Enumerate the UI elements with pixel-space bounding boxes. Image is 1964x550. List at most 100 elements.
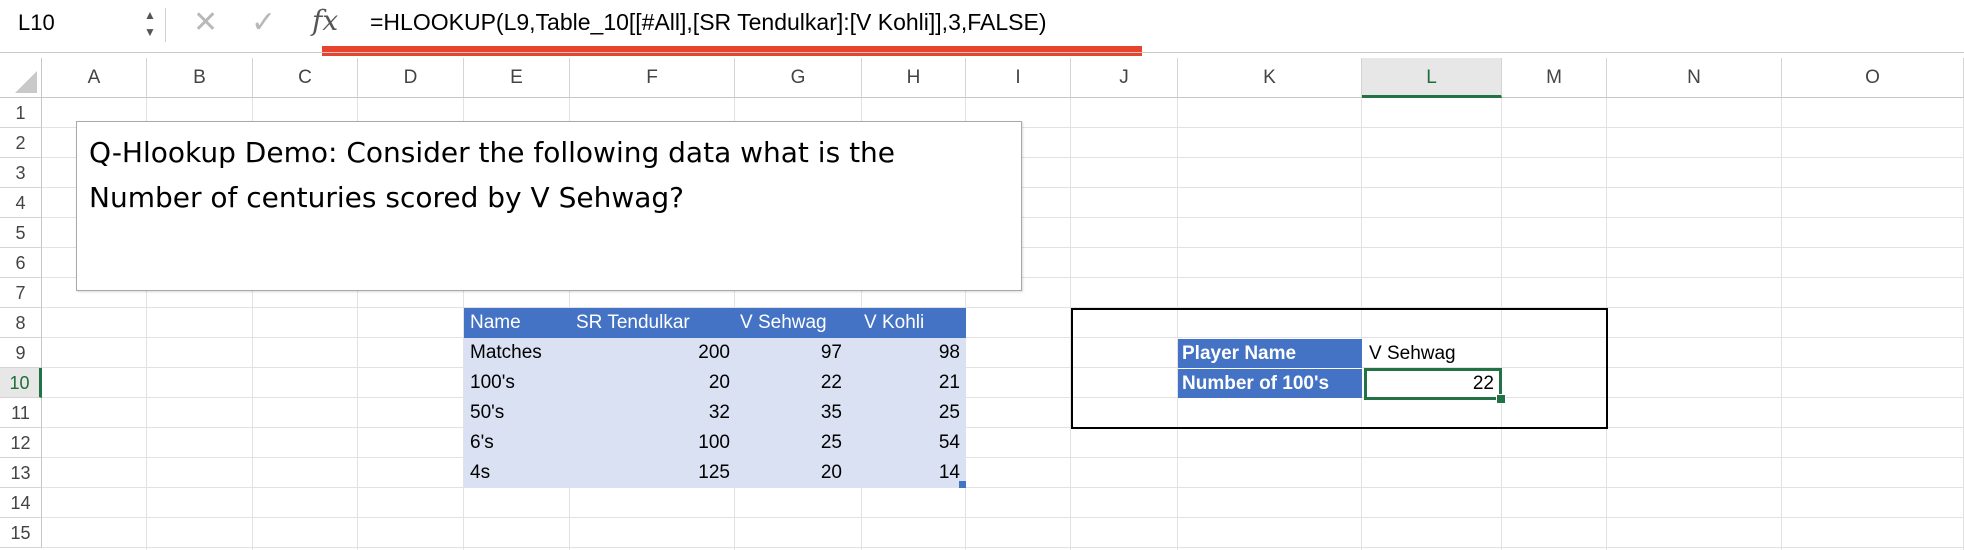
table-header-cell[interactable]: SR Tendulkar [576, 312, 690, 333]
formula-bar: L10 ▲ ▼ ✕ ✓ fx =HLOOKUP(L9,Table_10[[#All… [0, 0, 1964, 56]
column-header-a[interactable]: A [42, 58, 147, 98]
row-header-14[interactable]: 14 [0, 488, 42, 518]
question-line-2: Number of centuries scored by V Sehwag? [89, 181, 685, 214]
row-gridline [42, 517, 1964, 518]
column-header-n[interactable]: N [1607, 58, 1782, 98]
column-header-d[interactable]: D [358, 58, 464, 98]
table-cell[interactable]: 4s [470, 462, 491, 483]
table-cell[interactable]: 25 [938, 402, 960, 423]
column-header-j[interactable]: J [1071, 58, 1178, 98]
row-header-12[interactable]: 12 [0, 428, 42, 458]
column-header-e[interactable]: E [464, 58, 570, 98]
column-header-c[interactable]: C [253, 58, 358, 98]
fill-handle[interactable] [1496, 394, 1506, 404]
column-header-k[interactable]: K [1178, 58, 1362, 98]
table-cell[interactable]: 35 [820, 402, 842, 423]
table-cell[interactable]: 22 [820, 372, 842, 393]
table-row: 6's 100 25 54 [464, 428, 966, 458]
column-header-m[interactable]: M [1502, 58, 1607, 98]
name-box[interactable]: L10 [18, 10, 55, 35]
row-header-6[interactable]: 6 [0, 248, 42, 278]
row-header-5[interactable]: 5 [0, 218, 42, 248]
table-cell[interactable]: 50's [470, 402, 505, 423]
table-row: 100's 20 22 21 [464, 368, 966, 398]
row-header-3[interactable]: 3 [0, 158, 42, 188]
row-header-7[interactable]: 7 [0, 278, 42, 308]
centuries-count-label[interactable]: Number of 100's [1178, 369, 1362, 398]
row-header-15[interactable]: 15 [0, 518, 42, 548]
row-header-1[interactable]: 1 [0, 98, 42, 128]
column-header-i[interactable]: I [966, 58, 1071, 98]
function-icon[interactable]: fx [312, 4, 339, 37]
table-cell[interactable]: 100's [470, 372, 515, 393]
formula-bar-divider [165, 8, 166, 42]
column-gridline [1177, 98, 1178, 550]
table-header-cell[interactable]: V Kohli [864, 312, 925, 333]
column-gridline [463, 98, 464, 550]
formula-highlight-underline [322, 46, 1142, 56]
column-header-b[interactable]: B [147, 58, 253, 98]
lookup-box [1071, 308, 1608, 429]
table-resize-handle[interactable] [959, 481, 966, 488]
column-header-h[interactable]: H [862, 58, 966, 98]
column-gridline [357, 98, 358, 550]
column-gridline [1781, 98, 1782, 550]
row-header-2[interactable]: 2 [0, 128, 42, 158]
table-cell[interactable]: 20 [820, 462, 842, 483]
player-name-value[interactable]: V Sehwag [1369, 343, 1456, 364]
row-gridline [42, 307, 1964, 308]
name-box-spinner-icon[interactable]: ▲ ▼ [144, 8, 156, 39]
column-header-g[interactable]: G [735, 58, 862, 98]
formula-bar-border [0, 52, 1964, 53]
table-cell[interactable]: 32 [708, 402, 730, 423]
row-header-8[interactable]: 8 [0, 308, 42, 338]
table-cell[interactable]: 100 [698, 432, 730, 453]
table-row: 50's 32 35 25 [464, 398, 966, 428]
table-cell[interactable]: 98 [938, 342, 960, 363]
question-textbox[interactable]: Q-Hlookup Demo: Consider the following d… [76, 121, 1022, 291]
row-header-10[interactable]: 10 [0, 368, 42, 398]
column-gridline [1070, 98, 1071, 550]
column-header-o[interactable]: O [1782, 58, 1964, 98]
row-gridline [42, 427, 1964, 428]
player-name-label[interactable]: Player Name [1178, 339, 1362, 368]
enter-icon[interactable]: ✓ [251, 6, 277, 39]
column-header-f[interactable]: F [570, 58, 735, 98]
table-header-row: Name SR Tendulkar V Sehwag V Kohli [464, 308, 966, 338]
row-gridline [42, 487, 1964, 488]
row-gridline [42, 397, 1964, 398]
table-cell[interactable]: 6's [470, 432, 494, 453]
row-gridline [42, 457, 1964, 458]
table-cell[interactable]: 200 [698, 342, 730, 363]
table-cell[interactable]: 14 [938, 462, 960, 483]
select-all-button[interactable] [0, 58, 42, 98]
table-row: 4s 125 20 14 [464, 458, 966, 488]
table-cell[interactable]: 21 [938, 372, 960, 393]
row-gridline [42, 367, 1964, 368]
row-gridline [42, 547, 1964, 548]
table-cell[interactable]: 25 [820, 432, 842, 453]
table-header-cell[interactable]: Name [470, 312, 521, 333]
row-header-9[interactable]: 9 [0, 338, 42, 368]
centuries-count-value[interactable]: 22 [1364, 368, 1502, 400]
column-header-l[interactable]: L [1362, 58, 1502, 98]
cancel-icon[interactable]: ✕ [193, 6, 219, 39]
question-line-1: Q-Hlookup Demo: Consider the following d… [89, 136, 896, 169]
column-gridline [1361, 98, 1362, 550]
table-cell[interactable]: 125 [698, 462, 730, 483]
data-table[interactable]: Name SR Tendulkar V Sehwag V Kohli Match… [464, 308, 966, 488]
row-header-4[interactable]: 4 [0, 188, 42, 218]
table-cell[interactable]: 20 [708, 372, 730, 393]
table-cell[interactable]: 97 [820, 342, 842, 363]
table-cell[interactable]: Matches [470, 342, 542, 363]
column-gridline [1501, 98, 1502, 550]
row-header-13[interactable]: 13 [0, 458, 42, 488]
column-gridline [146, 98, 147, 550]
table-row: Matches 200 97 98 [464, 338, 966, 368]
row-header-11[interactable]: 11 [0, 398, 42, 428]
table-cell[interactable]: 54 [938, 432, 960, 453]
select-all-icon [15, 71, 37, 93]
formula-input[interactable]: =HLOOKUP(L9,Table_10[[#All],[SR Tendulka… [370, 9, 1047, 35]
row-gridline [42, 337, 1964, 338]
table-header-cell[interactable]: V Sehwag [740, 312, 827, 333]
